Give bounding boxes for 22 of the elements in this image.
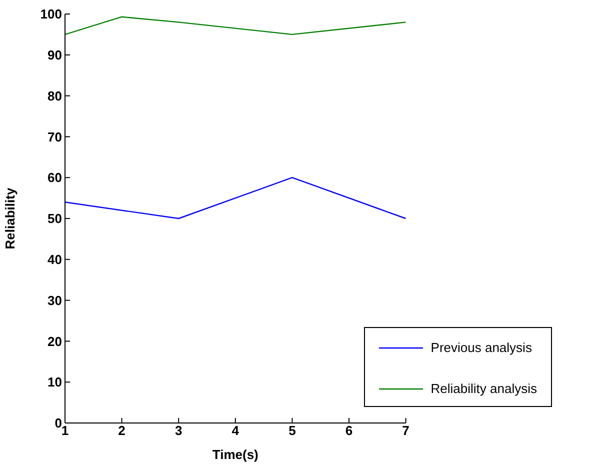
y-tick-label: 90 xyxy=(48,48,62,63)
x-tick-label: 3 xyxy=(174,423,182,438)
y-tick-label: 80 xyxy=(48,88,62,104)
y-tick-label: 100 xyxy=(40,6,62,22)
y-tick-label: 70 xyxy=(48,129,62,144)
y-tick-label: 50 xyxy=(48,211,62,226)
x-tick-label: 5 xyxy=(288,423,296,438)
y-tick-label: 10 xyxy=(48,374,62,390)
legend-label: Reliability analysis xyxy=(430,381,537,396)
y-tick-label: 40 xyxy=(48,252,62,268)
y-axis-title: Reliability xyxy=(2,187,18,250)
x-tick-label: 6 xyxy=(345,423,353,438)
x-axis-title: Time(s) xyxy=(212,447,258,462)
x-tick-label: 2 xyxy=(118,423,126,438)
x-tick-label: 1 xyxy=(61,423,69,438)
y-tick-label: 60 xyxy=(48,170,62,186)
y-tick-label: 0 xyxy=(54,416,62,431)
x-tick-label: 4 xyxy=(232,423,240,438)
y-tick-label: 30 xyxy=(48,292,62,308)
legend-label: Previous analysis xyxy=(430,340,532,355)
y-tick-label: 20 xyxy=(48,334,62,349)
x-tick-label: 7 xyxy=(402,423,410,438)
